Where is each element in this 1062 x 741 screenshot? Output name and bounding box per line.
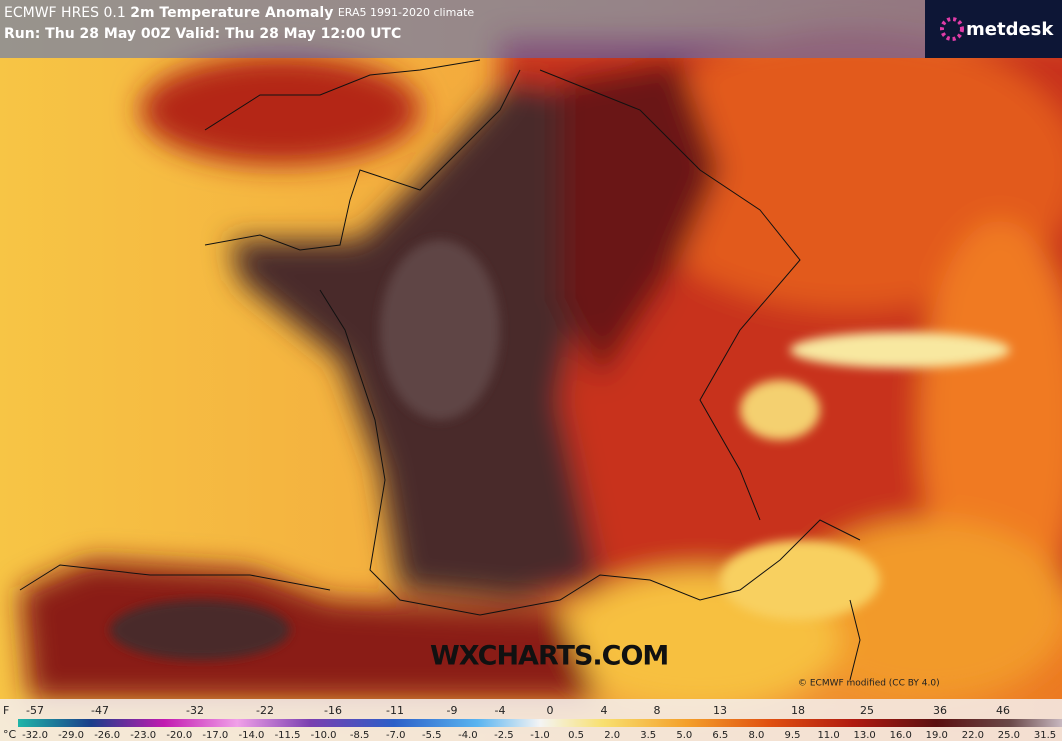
header-band bbox=[0, 0, 1062, 58]
f-label: -32 bbox=[186, 704, 204, 717]
climate: ERA5 1991-2020 climate bbox=[338, 6, 475, 19]
f-label: -22 bbox=[256, 704, 274, 717]
copyright: © ECMWF modified (CC BY 4.0) bbox=[798, 679, 940, 689]
f-label: -11 bbox=[386, 704, 404, 717]
c-label: 13.0 bbox=[854, 730, 876, 741]
model: ECMWF HRES 0.1 bbox=[4, 5, 126, 21]
c-label: 16.0 bbox=[890, 730, 912, 741]
c-label: -7.0 bbox=[386, 730, 406, 741]
f-unit: F bbox=[3, 704, 9, 717]
c-label: -5.5 bbox=[422, 730, 442, 741]
f-label: 18 bbox=[791, 704, 805, 717]
c-label: -1.0 bbox=[530, 730, 550, 741]
land-detail bbox=[110, 240, 1010, 660]
f-label: -4 bbox=[495, 704, 506, 717]
f-label: -16 bbox=[324, 704, 342, 717]
c-label: -11.5 bbox=[275, 730, 301, 741]
header-run: Run: Thu 28 May 00Z Valid: Thu 28 May 12… bbox=[4, 26, 401, 42]
watermark: WXCHARTS.COM bbox=[430, 641, 668, 672]
c-label: 22.0 bbox=[962, 730, 984, 741]
c-label: 5.0 bbox=[676, 730, 692, 741]
c-label: 19.0 bbox=[926, 730, 948, 741]
c-label: -2.5 bbox=[494, 730, 514, 741]
color-bar bbox=[18, 719, 1062, 727]
f-label: 8 bbox=[654, 704, 661, 717]
c-label: 8.0 bbox=[748, 730, 764, 741]
c-label: -23.0 bbox=[130, 730, 156, 741]
f-label: 0 bbox=[547, 704, 554, 717]
c-label: -17.0 bbox=[202, 730, 228, 741]
f-label: 4 bbox=[601, 704, 608, 717]
legend: F °C -57 -47 -32 -22 -16 -11 -9 -4 0 4 8 13 18 25 36 46… bbox=[3, 704, 1056, 741]
f-label: -47 bbox=[91, 704, 109, 717]
logo-text: metdesk bbox=[966, 19, 1054, 40]
header-line1: ECMWF HRES 0.1 2m Temperature Anomaly ER… bbox=[4, 5, 474, 21]
c-label: 11.0 bbox=[817, 730, 839, 741]
c-label: -10.0 bbox=[311, 730, 337, 741]
c-label: 3.5 bbox=[640, 730, 656, 741]
f-label: 25 bbox=[860, 704, 874, 717]
c-unit: °C bbox=[3, 728, 17, 741]
c-label: -32.0 bbox=[22, 730, 48, 741]
f-label: 36 bbox=[933, 704, 947, 717]
c-label: -20.0 bbox=[166, 730, 192, 741]
f-label: 46 bbox=[996, 704, 1010, 717]
c-label: 6.5 bbox=[712, 730, 728, 741]
c-label: 9.5 bbox=[785, 730, 801, 741]
c-label: 2.0 bbox=[604, 730, 620, 741]
logo-box bbox=[925, 0, 1062, 58]
c-label: -14.0 bbox=[238, 730, 264, 741]
c-label: 0.5 bbox=[568, 730, 584, 741]
f-label: 13 bbox=[713, 704, 727, 717]
f-label: -9 bbox=[447, 704, 458, 717]
logo-icon bbox=[940, 17, 964, 41]
f-label: -57 bbox=[26, 704, 44, 717]
parameter: 2m Temperature Anomaly bbox=[130, 5, 333, 21]
c-label: 25.0 bbox=[998, 730, 1020, 741]
c-label: -26.0 bbox=[94, 730, 120, 741]
c-label: 31.5 bbox=[1034, 730, 1056, 741]
coastlines bbox=[19, 59, 861, 681]
c-label: -4.0 bbox=[458, 730, 478, 741]
c-label: -29.0 bbox=[58, 730, 84, 741]
c-label: -8.5 bbox=[350, 730, 370, 741]
